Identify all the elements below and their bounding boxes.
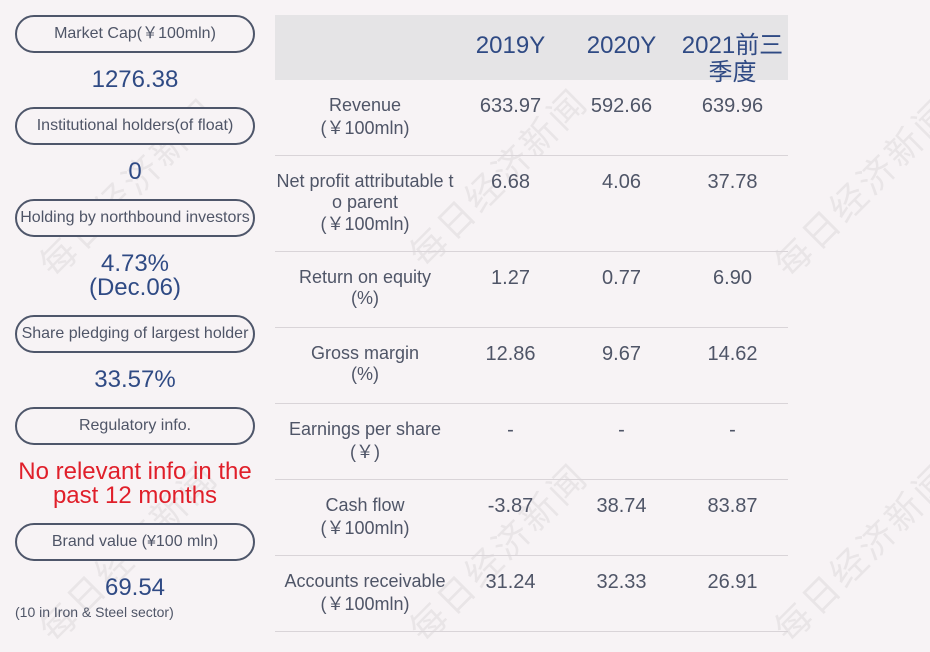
row-unit: (￥100mln) — [320, 118, 410, 138]
institutional-holders-value: 0 — [128, 158, 142, 185]
row-label: Gross margin — [310, 343, 420, 363]
table-cell: - — [618, 419, 625, 441]
table-row: Gross margin (%) 12.86 9.67 14.62 — [275, 328, 788, 404]
table-row: Return on equity (%) 1.27 0.77 6.90 — [275, 252, 788, 328]
share-pledging-value: 33.57% — [94, 366, 176, 393]
table-cell: 9.67 — [602, 343, 641, 365]
table-cell: 14.62 — [707, 343, 758, 365]
table-cell: 1.27 — [491, 267, 530, 289]
column-header-2019: 2019Y — [475, 32, 546, 59]
table-cell: 0.77 — [602, 267, 641, 289]
row-label: Earnings per share — [288, 419, 442, 439]
row-unit: (%) — [351, 288, 379, 308]
brand-value-label: Brand value (¥100 mln) — [15, 523, 255, 561]
market-cap-label: Market Cap(￥100mln) — [15, 15, 255, 53]
row-label: Revenue — [328, 95, 402, 115]
share-pledging-label: Share pledging of largest holder — [15, 315, 255, 353]
table-cell: 592.66 — [590, 95, 653, 117]
market-cap-value: 1276.38 — [91, 66, 179, 93]
row-unit: (￥) — [350, 442, 380, 462]
column-header-2020: 2020Y — [586, 32, 657, 59]
row-label: Accounts receivable — [284, 571, 446, 591]
row-label: Return on equity — [298, 267, 432, 287]
table-row: Revenue (￥100mln) 633.97 592.66 639.96 — [275, 80, 788, 156]
row-unit: (￥100mln) — [320, 214, 410, 234]
regulatory-info-value-line2: past 12 months — [52, 482, 218, 509]
table-cell: 38.74 — [596, 495, 647, 517]
northbound-holding-label: Holding by northbound investors — [15, 199, 255, 237]
table-cell: 31.24 — [485, 571, 536, 593]
column-header-2021-q3: 2021前三 — [681, 32, 784, 59]
northbound-holding-value: 4.73% — [100, 250, 170, 277]
row-unit: (￥100mln) — [320, 594, 410, 614]
row-label-continued: o parent — [331, 192, 399, 212]
table-cell: 26.91 — [707, 571, 758, 593]
table-cell: 83.87 — [707, 495, 758, 517]
regulatory-info-label: Regulatory info. — [15, 407, 255, 445]
table-row: Earnings per share (￥) - - - — [275, 404, 788, 480]
brand-sector-note: (10 in Iron & Steel sector) — [15, 604, 174, 620]
table-cell: - — [507, 419, 514, 441]
table-cell: 4.06 — [602, 171, 641, 193]
table-row: Accounts receivable (￥100mln) 31.24 32.3… — [275, 556, 788, 632]
table-cell: 32.33 — [596, 571, 647, 593]
row-label: Cash flow — [325, 495, 405, 515]
row-unit: (￥100mln) — [320, 518, 410, 538]
table-cell: 633.97 — [479, 95, 542, 117]
table-cell: - — [729, 419, 736, 441]
table-cell: -3.87 — [487, 495, 534, 517]
regulatory-info-value-line1: No relevant info in the — [18, 458, 252, 485]
table-cell: 12.86 — [485, 343, 536, 365]
table-cell: 37.78 — [707, 171, 758, 193]
table-header: 2019Y 2020Y 2021前三 季度 — [275, 15, 788, 86]
table-cell: 6.90 — [713, 267, 752, 289]
table-row: Net profit attributable t o parent (￥100… — [275, 156, 788, 252]
row-label: Net profit attributable t — [276, 171, 454, 191]
northbound-holding-date: (Dec.06) — [88, 274, 182, 301]
row-unit: (%) — [351, 364, 379, 384]
table-cell: 6.68 — [491, 171, 530, 193]
table-row: Cash flow (￥100mln) -3.87 38.74 83.87 — [275, 480, 788, 556]
brand-value: 69.54 — [104, 574, 166, 601]
column-header-2021-q3-line2: 季度 — [708, 59, 757, 86]
table-cell: 639.96 — [701, 95, 764, 117]
institutional-holders-label: Institutional holders(of float) — [15, 107, 255, 145]
